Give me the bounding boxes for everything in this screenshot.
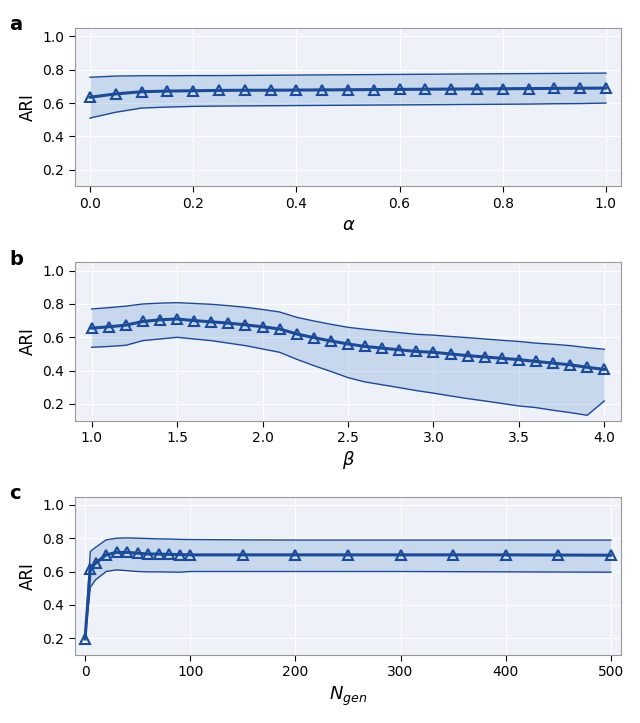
Text: a: a [9, 15, 22, 35]
Text: c: c [9, 484, 20, 503]
Y-axis label: ARI: ARI [19, 562, 36, 590]
X-axis label: β: β [342, 450, 354, 469]
Y-axis label: ARI: ARI [19, 93, 36, 121]
X-axis label: α: α [342, 216, 354, 234]
Text: b: b [9, 249, 23, 269]
Y-axis label: ARI: ARI [19, 328, 36, 356]
X-axis label: $N_{gen}$: $N_{gen}$ [329, 685, 367, 708]
